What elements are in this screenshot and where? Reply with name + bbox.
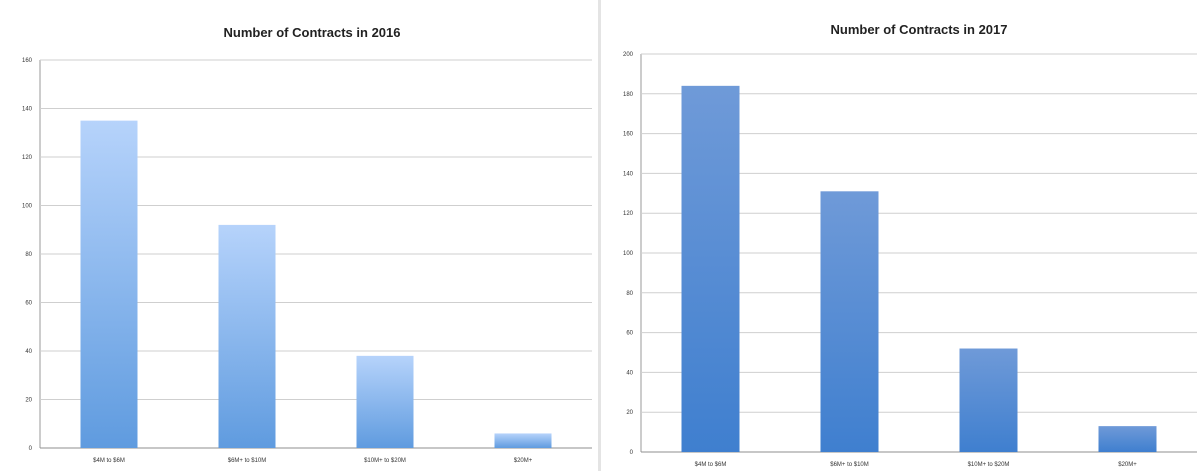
y-tick-label: 100: [623, 251, 634, 257]
y-tick-label: 160: [623, 132, 634, 138]
x-tick-label: $20M+: [1118, 462, 1137, 468]
y-tick-label: 160: [22, 58, 33, 64]
x-tick-label: $10M+ to $20M: [968, 462, 1010, 468]
y-tick-label: 120: [22, 155, 33, 161]
x-tick-label: $4M to $6M: [695, 462, 727, 468]
x-axis-ticks: $4M to $6M $6M+ to $10M $10M+ to $20M $20M+: [695, 462, 1138, 468]
bar: [1098, 426, 1157, 452]
y-tick-label: 20: [626, 410, 633, 416]
bar: [681, 85, 740, 452]
y-tick-label: 80: [25, 252, 32, 258]
chart-title: Number of Contracts in 2016: [224, 25, 401, 40]
y-tick-label: 120: [623, 211, 634, 217]
y-axis-ticks: 0 20 40 60 80 100 120 140 160 180 200: [623, 52, 634, 456]
bars: [681, 85, 1157, 452]
y-tick-label: 60: [25, 301, 32, 307]
y-tick-label: 80: [626, 291, 633, 297]
y-tick-label: 60: [626, 331, 633, 337]
chart-title: Number of Contracts in 2017: [831, 22, 1008, 37]
bars: [80, 120, 552, 448]
chart-2017-svg: Number of Contracts in 2017 0 20 40 60 80 100…: [623, 22, 1197, 468]
x-tick-label: $6M+ to $10M: [228, 458, 267, 464]
chart-2016-svg: Number of Contracts in 2016 0 20 40 60 80 100…: [22, 25, 592, 464]
x-tick-label: $6M+ to $10M: [830, 462, 869, 468]
y-tick-label: 100: [22, 204, 33, 210]
x-tick-label: $4M to $6M: [93, 458, 125, 464]
x-tick-label: $20M+: [514, 458, 533, 464]
y-axis-ticks: 0 20 40 60 80 100 120 140 160: [22, 58, 33, 452]
y-tick-label: 20: [25, 398, 32, 404]
y-tick-label: 0: [630, 450, 634, 456]
bar: [356, 355, 414, 448]
chart-panel-2017: Number of Contracts in 2017 0 20 40 60 80 100…: [601, 0, 1200, 471]
bar: [218, 224, 276, 448]
x-axis-ticks: $4M to $6M $6M+ to $10M $10M+ to $20M $20M+: [93, 458, 533, 464]
x-tick-label: $10M+ to $20M: [364, 458, 406, 464]
y-tick-label: 0: [29, 446, 33, 452]
y-tick-label: 180: [623, 92, 634, 98]
bar: [820, 191, 879, 452]
bar: [80, 120, 138, 448]
panel-divider: [598, 0, 601, 471]
chart-panel-2016: Number of Contracts in 2016 0 20 40 60 80 100…: [0, 0, 598, 471]
y-tick-label: 200: [623, 52, 634, 58]
y-tick-label: 40: [25, 349, 32, 355]
bar: [494, 433, 552, 448]
y-tick-label: 40: [626, 370, 633, 376]
y-tick-label: 140: [623, 171, 634, 177]
y-tick-label: 140: [22, 107, 33, 113]
bar: [959, 348, 1018, 452]
